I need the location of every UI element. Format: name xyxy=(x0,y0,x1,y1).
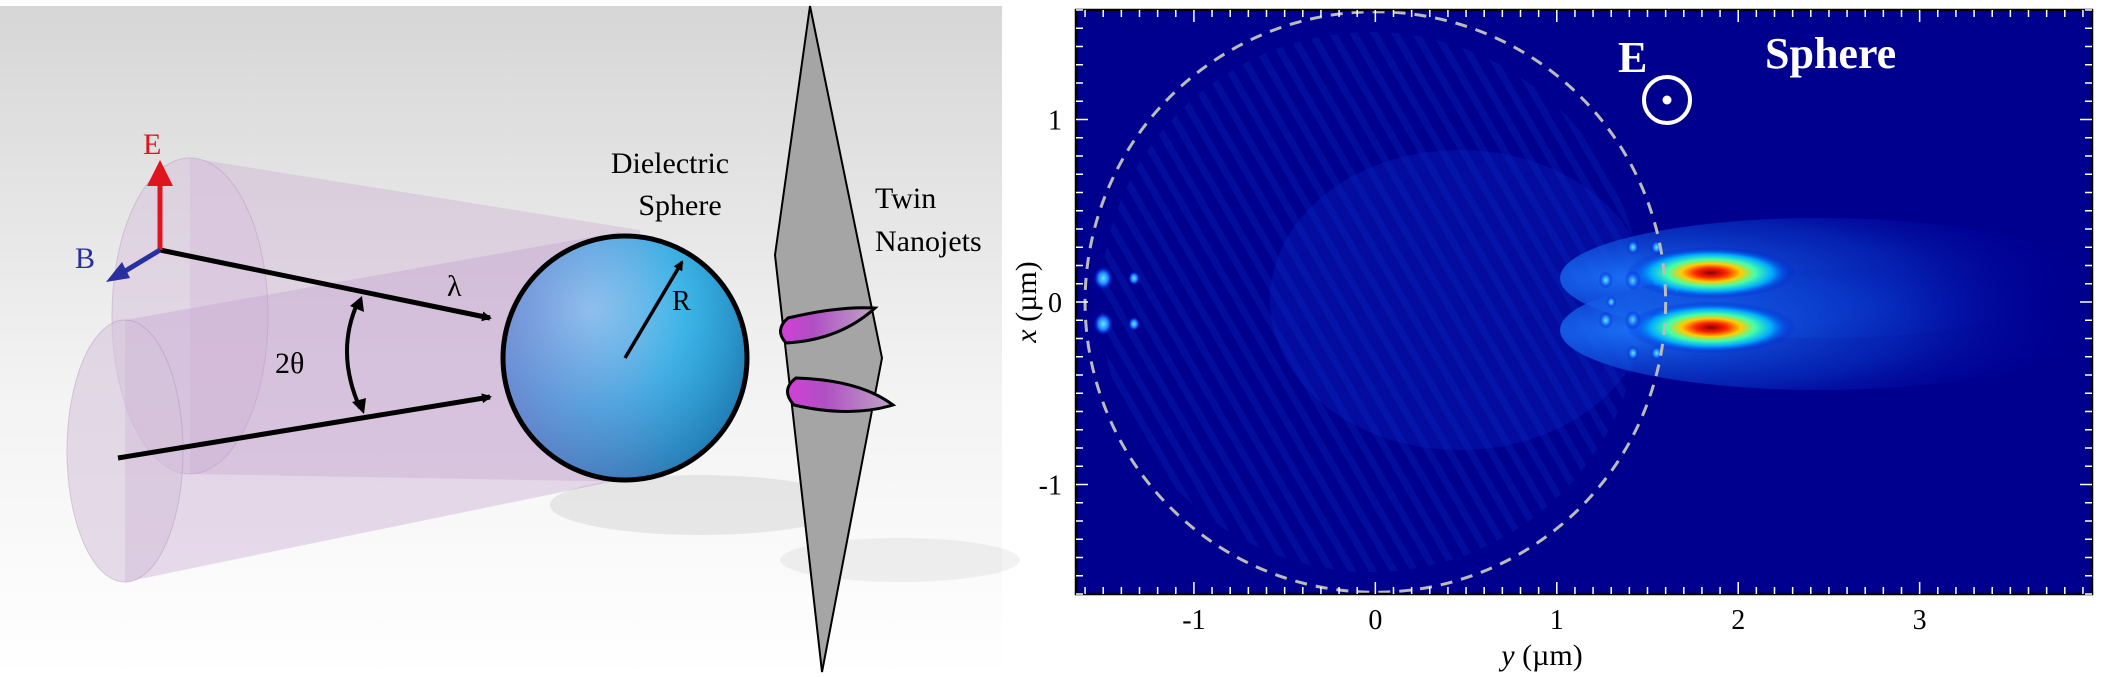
jets-label-line2: Nanojets xyxy=(875,225,982,258)
field-spot xyxy=(1093,311,1114,336)
e-field-label: E xyxy=(143,128,161,161)
b-field-label: B xyxy=(75,242,95,275)
nanojet-hotspots xyxy=(1626,246,1796,354)
polarization-label: E xyxy=(1618,33,1647,82)
field-spot xyxy=(1650,345,1663,361)
field-spot xyxy=(1128,316,1141,332)
angle-arc xyxy=(345,301,362,409)
x-tick-label: 0 xyxy=(1368,605,1382,636)
y-tick-label: -1 xyxy=(1039,471,1062,502)
incident-ray-lower xyxy=(117,393,492,461)
field-spot xyxy=(1128,271,1141,286)
region-label: Sphere xyxy=(1765,29,1896,78)
radius-label: R xyxy=(672,286,691,317)
field-spot xyxy=(1598,271,1613,289)
interference-fringes xyxy=(1101,32,1641,572)
field-spot xyxy=(1626,345,1639,361)
x-axis-var: y xyxy=(1498,639,1515,672)
y-tick-label: 0 xyxy=(1048,288,1062,319)
x-axis-label: y (µm) xyxy=(1498,639,1582,672)
y-tick-label: 1 xyxy=(1048,106,1062,137)
b-field-vector xyxy=(120,247,162,276)
schematic-panel: R λ 2θ E B Dielectric Sphere Twin Nanoje… xyxy=(0,5,1020,677)
sphere-label-line2: Sphere xyxy=(638,189,721,222)
x-tick-label: 3 xyxy=(1913,605,1927,636)
y-axis-unit: (µm) xyxy=(1010,261,1043,329)
incident-ray-upper xyxy=(159,247,492,322)
y-axis-label: x (µm) xyxy=(1010,261,1043,343)
x-tick-label: 1 xyxy=(1550,605,1564,636)
jet-tail-lower xyxy=(1560,270,2080,390)
angle-label: 2θ xyxy=(275,347,304,380)
x-tick-label: -1 xyxy=(1182,605,1205,636)
sphere-label-line1: Dielectric xyxy=(611,147,729,180)
beam-lower xyxy=(66,232,620,583)
observation-plane xyxy=(773,5,884,673)
nanojet-hotspot xyxy=(1626,246,1796,299)
nanojet-hotspot xyxy=(1626,301,1796,354)
jets-label-line1: Twin xyxy=(875,182,936,215)
field-spot xyxy=(1598,311,1613,329)
nanojet-lower xyxy=(786,376,897,413)
field-spot xyxy=(1626,240,1639,255)
nanojet-upper xyxy=(779,306,879,345)
field-spot xyxy=(1093,266,1114,291)
sphere-shadow xyxy=(550,475,850,535)
y-axis-var: x xyxy=(1010,329,1043,344)
out-of-plane-symbol xyxy=(1642,75,1692,125)
x-axis-unit: (µm) xyxy=(1515,639,1583,672)
field-spot xyxy=(1606,296,1617,308)
field-map-panel: -1 0 1 2 3 -1 0 1 E Sphere y (µm) x (µm) xyxy=(1010,8,2094,672)
x-tick-label: 2 xyxy=(1731,605,1745,636)
axis-ticks: -1 0 1 2 3 -1 0 1 xyxy=(1039,9,2092,636)
radius-arrow xyxy=(623,260,684,359)
wavelength-label: λ xyxy=(447,270,462,303)
